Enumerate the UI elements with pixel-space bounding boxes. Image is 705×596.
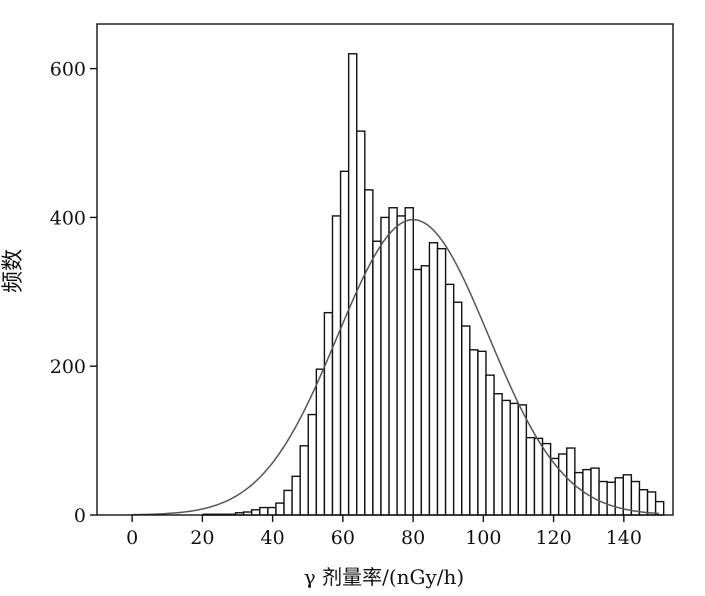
- histogram-bar: [420, 265, 431, 516]
- histogram-bar: [283, 489, 293, 516]
- histogram-bar: [444, 283, 455, 516]
- histogram-bar: [485, 374, 495, 516]
- y-axis: 0 200 400 600: [50, 59, 97, 527]
- histogram-bar: [428, 242, 439, 516]
- histogram-bar: [259, 506, 269, 516]
- x-tick-label: 140: [606, 527, 642, 549]
- histogram-bar: [477, 350, 487, 516]
- histogram-bar: [598, 480, 608, 516]
- x-tick-label: 80: [401, 527, 425, 549]
- histogram-bar: [275, 502, 285, 516]
- histogram-bar: [525, 436, 536, 516]
- x-tick-label: 60: [331, 527, 355, 549]
- plot-frame: [96, 23, 674, 516]
- histogram-bar: [267, 506, 277, 516]
- y-tick-label: 200: [50, 356, 86, 378]
- histogram-bar: [356, 130, 366, 516]
- x-tick-label: 40: [261, 527, 285, 549]
- x-tick-label: 120: [535, 527, 571, 549]
- histogram-bar: [291, 475, 301, 516]
- histogram-bar: [452, 301, 463, 516]
- y-tick-label: 600: [50, 59, 86, 81]
- histogram-bar: [380, 216, 390, 516]
- histogram-bar: [299, 445, 309, 516]
- histogram-bar: [493, 393, 503, 516]
- histogram-bars: [202, 53, 665, 516]
- normal-fit-curve: [132, 218, 660, 516]
- y-tick-label: 0: [74, 505, 86, 527]
- histogram-bar: [501, 399, 511, 516]
- x-axis: 0 20 40 60 80 100 120 140: [126, 515, 642, 549]
- histogram-bar: [251, 509, 261, 516]
- histogram-bar: [404, 207, 414, 516]
- histogram-bar: [347, 53, 358, 516]
- x-axis-title: γ 剂量率/(nGy/h): [304, 565, 464, 589]
- histogram-bar: [396, 215, 406, 516]
- x-tick-label: 0: [126, 527, 138, 549]
- histogram-bar: [388, 207, 398, 516]
- histogram-bar: [509, 402, 519, 516]
- histogram-bar: [646, 491, 657, 516]
- histogram-bar: [557, 453, 568, 516]
- histogram-bar: [315, 368, 326, 516]
- histogram-bar: [469, 349, 479, 516]
- x-tick-label: 20: [190, 527, 214, 549]
- histogram-bar: [323, 311, 334, 516]
- histogram-bar: [533, 437, 544, 516]
- histogram-bar: [364, 189, 374, 516]
- histogram-bar: [614, 477, 624, 516]
- histogram-bar: [412, 268, 423, 516]
- histogram-bar: [339, 170, 350, 516]
- y-tick-label: 400: [50, 207, 86, 229]
- histogram-bar: [606, 481, 616, 516]
- histogram-bar: [372, 240, 382, 516]
- histogram-bar: [307, 413, 318, 516]
- y-axis-title: 频数: [1, 249, 26, 293]
- histogram-bar: [331, 215, 342, 516]
- histogram-bar: [436, 247, 447, 516]
- x-tick-label: 100: [465, 527, 501, 549]
- histogram-bar: [590, 467, 600, 516]
- histogram-bar: [574, 471, 584, 516]
- histogram-bar: [461, 325, 471, 516]
- histogram-bar: [517, 404, 528, 516]
